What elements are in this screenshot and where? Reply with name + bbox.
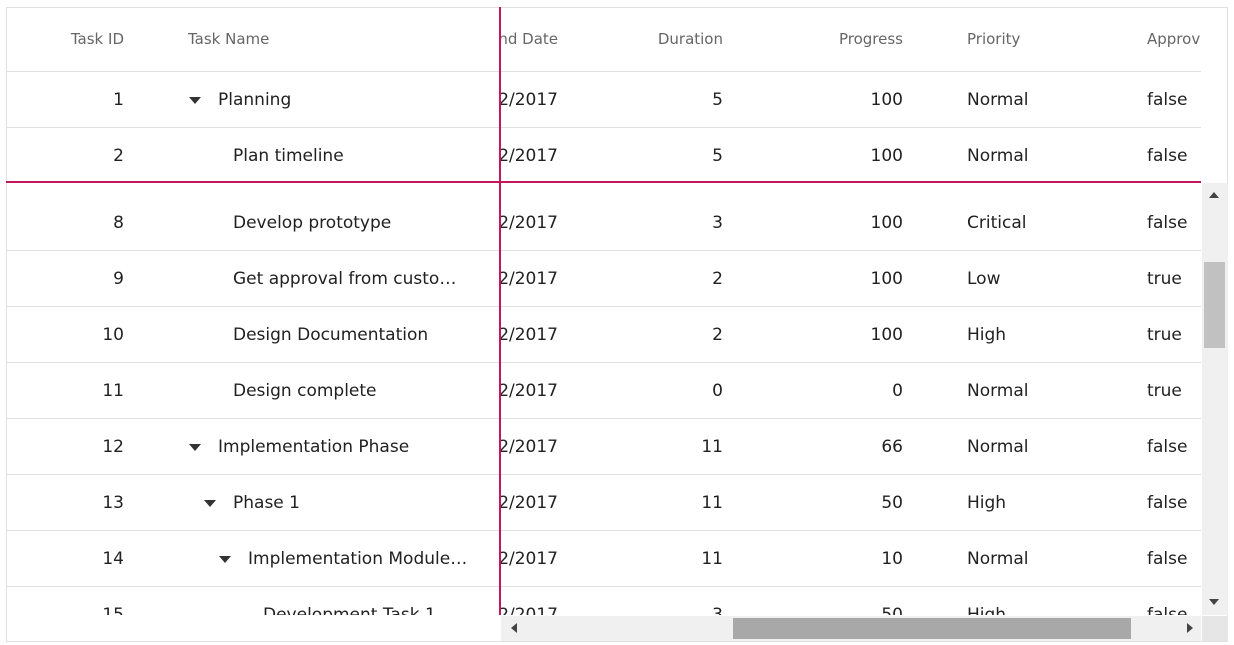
cell: 8 — [113, 213, 124, 233]
cell: 5 — [712, 146, 723, 166]
cell: 11 — [102, 381, 124, 401]
cell: 15 — [102, 605, 124, 615]
cell: 66 — [881, 437, 903, 457]
cell: Get approval from custo… — [233, 269, 457, 289]
cell: 11 — [701, 549, 723, 569]
vertical-scrollbar[interactable] — [1202, 183, 1228, 615]
cell: false — [1147, 549, 1188, 569]
cell: Design complete — [233, 381, 377, 401]
cell: 2/2017 — [501, 325, 558, 345]
cell: true — [1147, 325, 1182, 345]
scroll-right[interactable] — [1187, 623, 1193, 633]
cell: 3 — [712, 213, 723, 233]
cell: 3 — [712, 605, 723, 615]
cell: false — [1147, 213, 1188, 233]
cell: Normal — [967, 381, 1029, 401]
cell: High — [967, 325, 1007, 345]
cell: 10 — [881, 549, 903, 569]
cell: 2/2017 — [501, 269, 558, 289]
cell: High — [967, 493, 1007, 513]
expand-arrow — [189, 444, 201, 451]
frozen-column-divider — [499, 7, 501, 615]
frozen-row-divider — [6, 181, 1201, 183]
scroll-left[interactable] — [511, 623, 517, 633]
cell: 2 — [712, 325, 723, 345]
column-header: Approv — [1147, 30, 1201, 48]
column-header: Task ID — [70, 30, 124, 48]
cell: 2/2017 — [501, 605, 558, 615]
cell: 9 — [113, 269, 124, 289]
cell: Normal — [967, 90, 1029, 110]
cell: 100 — [870, 325, 903, 345]
cell: 2/2017 — [501, 146, 558, 166]
cell: 10 — [102, 325, 124, 345]
cell: 13 — [102, 493, 124, 513]
cell: 100 — [870, 213, 903, 233]
cell: 100 — [870, 146, 903, 166]
cell: 11 — [701, 493, 723, 513]
cell: Normal — [967, 437, 1029, 457]
cell: 11 — [701, 437, 723, 457]
vertical-scroll-thumb[interactable] — [1204, 262, 1225, 348]
cell: true — [1147, 381, 1182, 401]
cell: 50 — [881, 605, 903, 615]
cell: true — [1147, 269, 1182, 289]
header-scroll: nd Date Duration Progress Priority Approv — [501, 7, 1201, 71]
cell: 2/2017 — [501, 437, 558, 457]
cell: 1 — [113, 90, 124, 110]
cell: 2/2017 — [501, 549, 558, 569]
cell: 12 — [102, 437, 124, 457]
column-header: Task Name — [188, 30, 270, 48]
scroll-up[interactable] — [1209, 192, 1219, 198]
cell: 2/2017 — [501, 493, 558, 513]
cell: false — [1147, 90, 1188, 110]
cell: Phase 1 — [233, 493, 300, 513]
header-border — [6, 71, 1201, 72]
frozen_rows-scroll: 2/2017 5 100 Normal false 2/2017 5 100 Normal fal… — [501, 72, 1201, 182]
cell: Normal — [967, 549, 1029, 569]
expand-arrow — [219, 556, 231, 563]
cell: 2/2017 — [501, 381, 558, 401]
cell: 100 — [870, 269, 903, 289]
cell: Low — [967, 269, 1001, 289]
column-header: Priority — [967, 30, 1021, 48]
cell: 2/2017 — [501, 213, 558, 233]
frozen_rows-frozen: 1 Planning 2 Plan timeline — [6, 72, 500, 182]
cell: 2 — [712, 269, 723, 289]
cell: 50 — [881, 493, 903, 513]
cell: Plan timeline — [233, 146, 344, 166]
column-header: Duration — [657, 30, 723, 48]
cell: false — [1147, 437, 1188, 457]
cell: false — [1147, 493, 1188, 513]
cell: Implementation Module… — [248, 549, 468, 569]
scroll-corner — [1202, 616, 1228, 641]
cell: 0 — [892, 381, 903, 401]
cell: Develop prototype — [233, 213, 392, 233]
cell: false — [1147, 605, 1188, 615]
cell: 14 — [102, 549, 124, 569]
cell: Design Documentation — [233, 325, 429, 345]
cell: 2 — [113, 146, 124, 166]
column-header: nd Date — [501, 30, 558, 48]
cell: Critical — [967, 213, 1027, 233]
expand-arrow — [204, 500, 216, 507]
cell: Implementation Phase — [218, 437, 410, 457]
cell: Development Task 1 — [263, 605, 436, 615]
cell: 5 — [712, 90, 723, 110]
column-header: Progress — [838, 30, 903, 48]
cell: Normal — [967, 146, 1029, 166]
scroll-down[interactable] — [1209, 599, 1219, 605]
rows-scroll: 2/2017 3 100 Critical false 2/2017 2 100 Low true… — [501, 183, 1201, 615]
cell: 2/2017 — [501, 90, 558, 110]
cell: High — [967, 605, 1007, 615]
cell: 100 — [870, 90, 903, 110]
rows-frozen: 8 Develop prototype 9 Get approval from cus… — [6, 183, 500, 615]
expand-arrow — [189, 97, 201, 104]
cell: 0 — [712, 381, 723, 401]
header-frozen: Task ID Task Name — [6, 7, 500, 71]
cell: Planning — [218, 90, 292, 110]
cell: false — [1147, 146, 1188, 166]
horizontal-scroll-thumb[interactable] — [733, 618, 1131, 639]
